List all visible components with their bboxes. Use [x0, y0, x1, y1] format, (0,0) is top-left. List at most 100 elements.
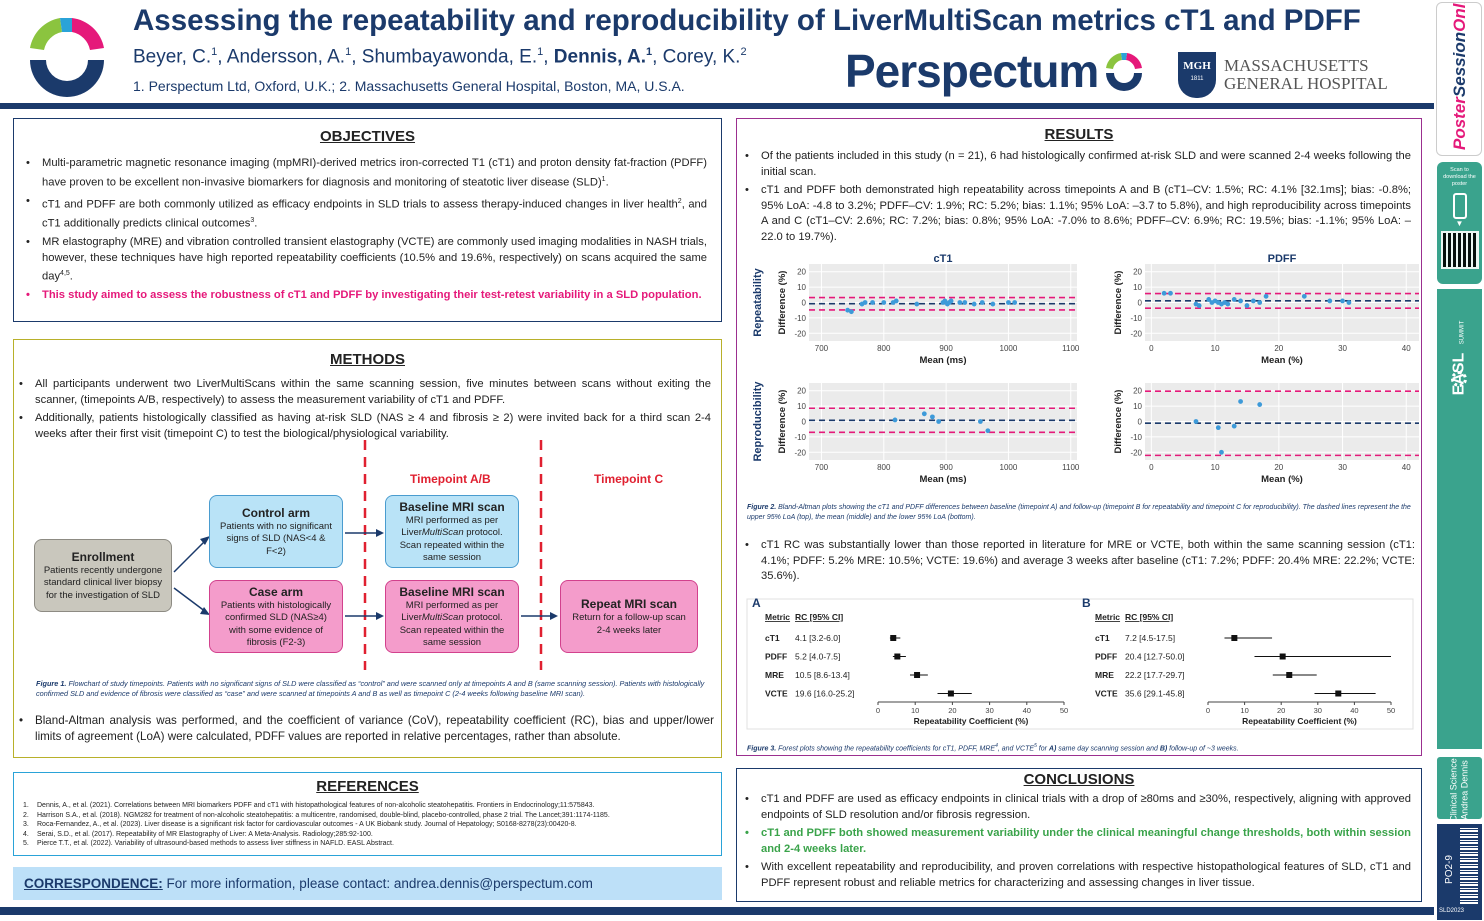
- conclusion-bullet: cT1 and PDFF both showed measurement var…: [735, 826, 1411, 857]
- data-point: [848, 309, 854, 315]
- poster-title: Assessing the repeatability and reproduc…: [133, 4, 1361, 37]
- x-tick-label: 20: [1274, 463, 1283, 472]
- correspondence-email[interactable]: For more information, please contact: an…: [162, 876, 593, 891]
- data-point: [892, 417, 898, 423]
- x-tick-label: 0: [1149, 463, 1154, 472]
- y-tick-label: 10: [1133, 402, 1142, 411]
- objective-bullet: Multi-parametric magnetic resonance imag…: [16, 156, 707, 191]
- data-point: [1263, 293, 1269, 299]
- rc-label: 4.1 [3.2-6.0]: [795, 633, 840, 643]
- x-tick-label: 40: [1023, 706, 1031, 715]
- metric-label: cT1: [1095, 633, 1110, 643]
- header-rule: [0, 103, 1434, 109]
- x-axis-label: Repeatability Coefficient (%): [914, 716, 1029, 726]
- x-tick-label: 1000: [1000, 463, 1018, 472]
- enrollment-box: Enrollment Patients recently undergone st…: [34, 539, 172, 612]
- results-title: RESULTS: [1044, 126, 1114, 143]
- barcode: [1460, 828, 1478, 904]
- y-tick-label: 20: [797, 387, 806, 396]
- estimate-marker: [894, 653, 901, 660]
- qr-code[interactable]: [1440, 231, 1479, 269]
- x-axis-label: Mean (%): [1261, 355, 1303, 366]
- data-point: [971, 301, 977, 307]
- perspectum-small-icon: [1106, 53, 1143, 91]
- scan-download-panel[interactable]: Scan to download the poster ▼: [1437, 162, 1482, 284]
- poster-session-logo: PosterSessionOnline: [1436, 2, 1482, 156]
- panel-label: B: [1082, 597, 1091, 610]
- y-tick-label: 20: [797, 268, 806, 277]
- data-point: [962, 300, 968, 305]
- forest-frame: [746, 598, 1414, 730]
- data-point: [1257, 402, 1263, 407]
- y-tick-label: -20: [1130, 329, 1142, 338]
- conclusion-bullet: cT1 and PDFF are used as efficacy endpoi…: [735, 792, 1411, 823]
- x-tick-label: 800: [877, 344, 891, 353]
- data-point: [1257, 300, 1263, 305]
- data-point: [1206, 297, 1212, 302]
- data-point: [990, 301, 996, 307]
- x-axis-label: Mean (ms): [920, 474, 967, 485]
- data-point: [1238, 298, 1243, 304]
- footer-rule: [0, 907, 1434, 915]
- x-axis-label: Mean (ms): [920, 355, 967, 366]
- data-point: [930, 414, 935, 420]
- x-tick-label: 30: [985, 706, 993, 715]
- rc-label: 5.2 [4.0-7.5]: [795, 652, 840, 662]
- data-point: [1196, 303, 1202, 308]
- metric-label: MRE: [765, 670, 784, 680]
- column-header: RC [95% CI]: [1125, 612, 1173, 622]
- author-line: Beyer, C.1, Andersson, A.1, Shumbayawond…: [133, 46, 747, 68]
- data-point: [870, 300, 875, 305]
- conclusions-title: CONCLUSIONS: [1023, 771, 1135, 788]
- y-tick-label: -20: [794, 329, 806, 338]
- data-point: [979, 300, 985, 305]
- y-tick-label: -20: [1130, 448, 1142, 457]
- methods-title: METHODS: [330, 351, 405, 368]
- data-point: [1250, 298, 1256, 304]
- x-tick-label: 30: [1338, 463, 1347, 472]
- x-tick-label: 10: [1211, 344, 1220, 353]
- objective-bullet: MR elastography (MRE) and vibration cont…: [16, 235, 707, 285]
- metric-label: PDFF: [1095, 652, 1117, 662]
- x-tick-label: 1000: [1000, 344, 1018, 353]
- phone-icon: [1452, 193, 1467, 219]
- x-tick-label: 700: [815, 344, 829, 353]
- estimate-marker: [1231, 635, 1238, 641]
- metric-label: MRE: [1095, 670, 1114, 680]
- row-label: Repeatability: [752, 267, 764, 336]
- data-point: [862, 300, 868, 305]
- x-axis-label: Repeatability Coefficient (%): [1242, 716, 1357, 726]
- x-tick-label: 900: [939, 463, 953, 472]
- x-tick-label: 10: [1240, 706, 1248, 715]
- poster-code-panel: PO2-9 SLD2023: [1437, 824, 1482, 920]
- y-tick-label: 0: [802, 418, 807, 427]
- reference-item: 1. Dennis, A., et al. (2021). Correlation…: [23, 802, 595, 809]
- data-point: [921, 411, 927, 417]
- data-point: [1225, 301, 1231, 307]
- data-point: [1238, 399, 1243, 404]
- metric-label: VCTE: [1095, 689, 1118, 699]
- logo-mark: [20, 8, 114, 102]
- x-tick-label: 900: [939, 344, 953, 353]
- data-point: [1215, 425, 1221, 431]
- y-tick-label: -20: [794, 448, 806, 457]
- x-tick-label: 40: [1402, 463, 1411, 472]
- forest-plots: A Metric RC [95% CI] cT1 4.1 [3.2-6.0] PDFF 5.…: [746, 597, 1414, 730]
- y-tick-label: 10: [797, 283, 806, 292]
- data-point: [881, 300, 887, 305]
- data-point: [1219, 449, 1224, 455]
- data-point: [957, 300, 963, 305]
- data-point: [977, 419, 983, 424]
- x-tick-label: 1100: [1062, 344, 1080, 353]
- metric-label: VCTE: [765, 689, 788, 699]
- x-tick-label: 50: [1387, 706, 1395, 715]
- reference-item: 4. Serai, S.D., et al. (2017). Repeatabil…: [23, 830, 373, 838]
- x-tick-label: 20: [1274, 344, 1283, 353]
- estimate-marker: [947, 690, 954, 697]
- flowchart-connectors: [173, 440, 558, 670]
- x-tick-label: 10: [1211, 463, 1220, 472]
- reference-list: 1. Dennis, A., et al. (2021). Correlation…: [23, 801, 721, 849]
- methods-bullet: Bland-Altman analysis was performed, and…: [9, 713, 714, 745]
- column-header: RC [95% CI]: [795, 612, 843, 622]
- methods-bullet: All participants underwent two LiverMult…: [9, 377, 711, 408]
